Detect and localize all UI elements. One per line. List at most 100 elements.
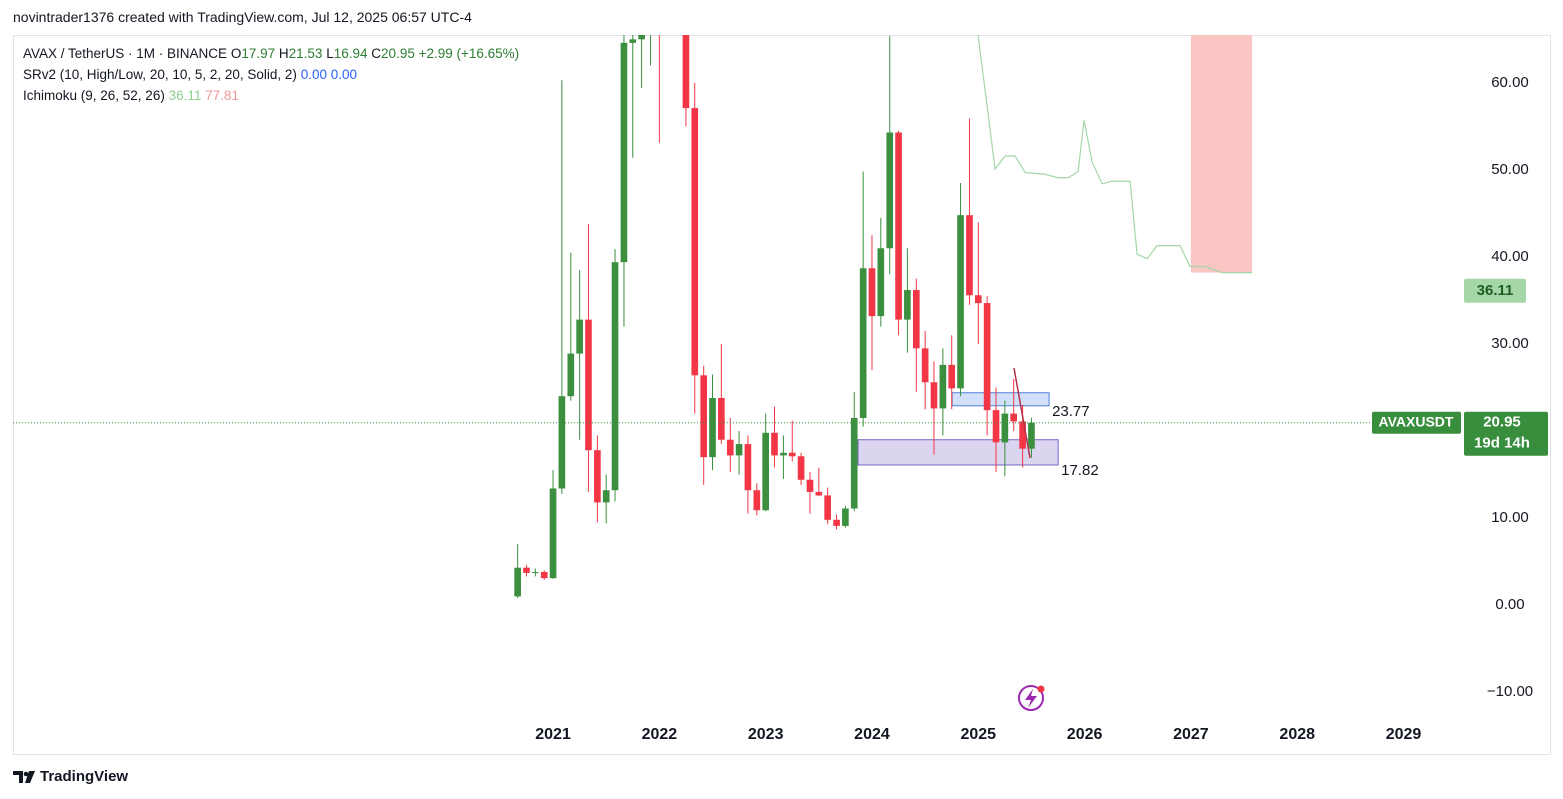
candle-body xyxy=(718,397,725,440)
ohlc-label: L xyxy=(326,46,334,61)
attribution: novintrader1376 created with TradingView… xyxy=(13,9,472,25)
x-tick-label: 2025 xyxy=(960,726,996,743)
ohlc-label: H xyxy=(278,46,289,61)
candle-body xyxy=(576,319,583,354)
x-tick-label: 2024 xyxy=(854,726,890,743)
ohlc-label: O xyxy=(230,46,242,61)
y-tick-label: 10.00 xyxy=(1491,509,1529,526)
x-tick-label: 2022 xyxy=(642,726,678,743)
candle-body xyxy=(744,444,752,491)
tv-logo xyxy=(13,771,35,783)
candle-body xyxy=(638,35,645,40)
candle-body xyxy=(877,248,885,317)
candle-body xyxy=(974,295,982,304)
price-label: 20.95 xyxy=(1483,414,1521,431)
zone xyxy=(1190,35,1253,273)
ohlc-value: 17.97 xyxy=(241,46,276,61)
candle-body xyxy=(726,439,734,456)
candle-body xyxy=(735,444,743,456)
plot-area xyxy=(514,35,1253,599)
ohlc-value: 20.95 xyxy=(381,46,415,61)
indicator-value: 0.00 xyxy=(330,67,358,82)
candle-body xyxy=(585,319,592,451)
candle-body xyxy=(594,450,601,503)
y-tick-label: 30.00 xyxy=(1491,335,1529,352)
lightning-icon[interactable] xyxy=(1018,685,1045,711)
indicator-value: 36.11 xyxy=(168,88,202,103)
indicator-name: SRv2 (10, High/Low, 20, 10, 5, 2, 20, So… xyxy=(23,67,297,82)
x-tick-label: 2021 xyxy=(535,726,571,743)
y-tick-label: −10.00 xyxy=(1487,683,1533,700)
x-tick-label: 2028 xyxy=(1279,726,1315,743)
candle-body xyxy=(815,491,823,496)
x-tick-label: 2023 xyxy=(748,726,784,743)
candle-body xyxy=(904,290,911,320)
candle-body xyxy=(762,432,769,511)
candle-body xyxy=(939,364,947,409)
footer-brand: TradingView xyxy=(40,768,129,785)
indicator-axis-box xyxy=(1464,278,1526,303)
x-tick-label: 2026 xyxy=(1067,726,1103,743)
change: +2.99 (+16.65%) xyxy=(418,46,520,61)
candle-body xyxy=(948,364,956,389)
candle-body xyxy=(797,456,805,480)
candle-body xyxy=(788,452,796,457)
legend: AVAX / TetherUS · 1M · BINANCE O17.97 H 2… xyxy=(23,43,519,106)
candle-body xyxy=(620,42,628,263)
symbol: AVAX / TetherUS · 1M · BINANCE xyxy=(23,46,228,61)
candle-body xyxy=(629,39,637,43)
candle-body xyxy=(868,268,876,317)
zone-label: 23.77 xyxy=(1052,403,1090,420)
candle-body xyxy=(921,348,929,383)
candle-body xyxy=(957,215,964,389)
y-tick-label: 50.00 xyxy=(1491,161,1529,178)
ohlc-value: 16.94 xyxy=(333,46,368,61)
candle-body xyxy=(514,567,521,597)
candle-body xyxy=(602,490,610,503)
candle-body xyxy=(992,410,1000,443)
indicator-line xyxy=(977,35,1253,274)
candle-body xyxy=(983,303,991,411)
y-tick-label: 60.00 xyxy=(1491,74,1529,91)
y-tick-label: 0.00 xyxy=(1495,596,1524,613)
candle-body xyxy=(833,519,840,526)
candle-body xyxy=(540,572,548,579)
candle-body xyxy=(824,495,831,520)
candle-body xyxy=(886,132,894,249)
countdown-label: 19d 14h xyxy=(1474,435,1530,452)
y-tick-label: 40.00 xyxy=(1491,248,1529,265)
candle-body xyxy=(930,382,938,409)
symbol-box xyxy=(1372,411,1461,434)
legend-row: SRv2 (10, High/Low, 20, 10, 5, 2, 20, So… xyxy=(23,64,519,85)
candle-body xyxy=(549,488,557,579)
pane-border xyxy=(13,35,1551,755)
candle-body xyxy=(806,479,814,492)
candle-body xyxy=(966,215,973,296)
candle-body xyxy=(1019,421,1026,449)
zone xyxy=(951,392,1050,407)
candle-body xyxy=(1010,413,1018,422)
candle-body xyxy=(753,490,761,511)
candle-body xyxy=(523,567,530,573)
candle-body xyxy=(842,508,849,526)
candle-body xyxy=(691,108,699,376)
x-tick-label: 2029 xyxy=(1386,726,1422,743)
x-tick-label: 2027 xyxy=(1173,726,1209,743)
candle-body xyxy=(1028,422,1035,449)
indicator-value: 0.00 xyxy=(300,67,327,82)
indicator-axis-label: 36.11 xyxy=(1477,282,1514,299)
candle-body xyxy=(859,268,867,418)
indicator-name: Ichimoku (9, 26, 52, 26) xyxy=(23,88,165,103)
symbol-label: AVAXUSDT xyxy=(1379,413,1454,429)
candle-body xyxy=(850,417,858,509)
candle-body xyxy=(531,572,539,574)
zone-label: 17.82 xyxy=(1061,462,1099,479)
ohlc-label: C xyxy=(371,46,382,61)
candle-body xyxy=(709,397,716,458)
candle-body xyxy=(912,290,920,349)
legend-row: AVAX / TetherUS · 1M · BINANCE O17.97 H 2… xyxy=(23,43,519,64)
candle-body xyxy=(567,353,575,397)
indicator-value: 77.81 xyxy=(205,88,239,103)
